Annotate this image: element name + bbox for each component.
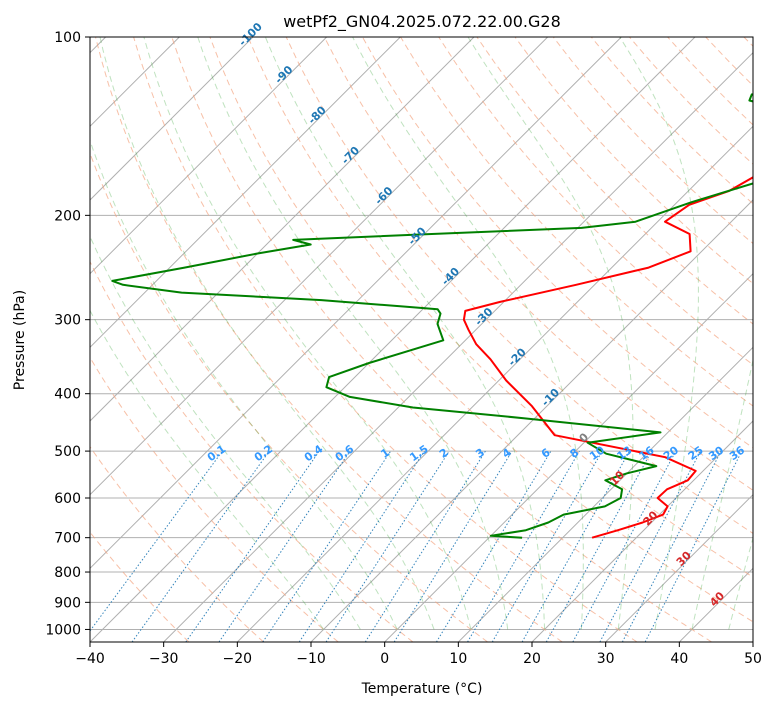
mixing-ratio-line (364, 450, 486, 642)
x-tick-label: −10 (296, 651, 326, 667)
y-tick-label: 700 (54, 531, 81, 547)
y-tick-label: 100 (54, 30, 81, 46)
isotherm (90, 37, 475, 422)
dry-adiabat (285, 37, 753, 535)
dry-adiabat (95, 37, 563, 642)
dry-adiabat (323, 37, 753, 491)
x-tick-label: −40 (75, 651, 105, 667)
y-tick-label: 1000 (45, 622, 81, 638)
moist-adiabat (691, 357, 753, 630)
mixing-ratio-line (131, 450, 270, 642)
dry-adiabat (209, 37, 753, 623)
isotherm (752, 641, 753, 642)
moist-adiabat (728, 536, 753, 630)
x-tick-label: 40 (670, 651, 688, 667)
x-tick-label: −20 (223, 651, 253, 667)
profiles (111, 93, 753, 539)
temperature-line (462, 176, 753, 539)
isotherm (90, 37, 696, 642)
y-tick-label: 900 (54, 595, 81, 611)
dry-adiabat (247, 37, 753, 578)
dry-adiabat (90, 445, 264, 642)
mixing-ratio-line (393, 450, 513, 642)
isotherm (384, 272, 753, 642)
moist-adiabat (619, 37, 699, 630)
y-axis-title: Pressure (hPa) (12, 290, 28, 390)
moist-adiabat (90, 235, 361, 630)
moist-adiabat (143, 37, 472, 630)
mixing-ratio-line (621, 450, 722, 642)
chart-title: wetPf2_GN04.2025.072.22.00.G28 (283, 12, 561, 32)
plot-background (90, 37, 753, 642)
isotherm (457, 346, 753, 642)
y-tick-label: 600 (54, 491, 81, 507)
y-tick-label: 200 (54, 208, 81, 224)
x-axis-title: Temperature (°C) (361, 681, 483, 697)
x-tick-label: 50 (744, 651, 762, 667)
mixing-ratio-line (572, 450, 677, 642)
isotherm (236, 125, 753, 642)
moist-adiabat (197, 37, 509, 630)
x-tick-label: 10 (449, 651, 467, 667)
mixing-ratio-line (185, 450, 320, 642)
mixing-ratio-line (325, 450, 450, 642)
isopleths (90, 37, 753, 642)
mixing-ratio-line (90, 450, 223, 632)
plot-frame (89, 36, 754, 643)
dry-adiabat (133, 37, 638, 642)
isotherm (90, 37, 549, 496)
mixing-ratio-line (298, 450, 425, 642)
dry-adiabat (90, 260, 414, 642)
isotherm (90, 37, 622, 570)
moist-adiabat (467, 37, 634, 630)
moist-adiabat (352, 37, 584, 630)
y-tick-label: 800 (54, 565, 81, 581)
moist-adiabat (90, 138, 398, 630)
x-tick-label: −30 (149, 651, 179, 667)
dry-adiabat (171, 37, 712, 642)
mixing-ratio-line (218, 450, 351, 642)
moist-adiabat (264, 37, 546, 630)
isotherm (531, 420, 753, 642)
moist-adiabat (90, 309, 324, 630)
y-tick-label: 300 (54, 313, 81, 329)
dry-adiabat (476, 37, 753, 325)
grid (90, 37, 753, 642)
isotherm (90, 37, 328, 275)
isotherm (605, 493, 753, 642)
isotherm (90, 37, 254, 201)
x-tick-label: 30 (597, 651, 615, 667)
dry-adiabat (514, 37, 753, 285)
y-tick-label: 400 (54, 387, 81, 403)
dewpoint-line (111, 93, 753, 539)
mixing-ratio-line (545, 450, 653, 642)
moist-adiabat (99, 37, 435, 630)
y-tick-label: 500 (54, 444, 81, 460)
isotherm (90, 37, 401, 349)
mixing-ratio-line (644, 450, 743, 642)
x-tick-label: 0 (380, 651, 389, 667)
x-tick-label: 20 (523, 651, 541, 667)
isotherm (163, 51, 753, 642)
